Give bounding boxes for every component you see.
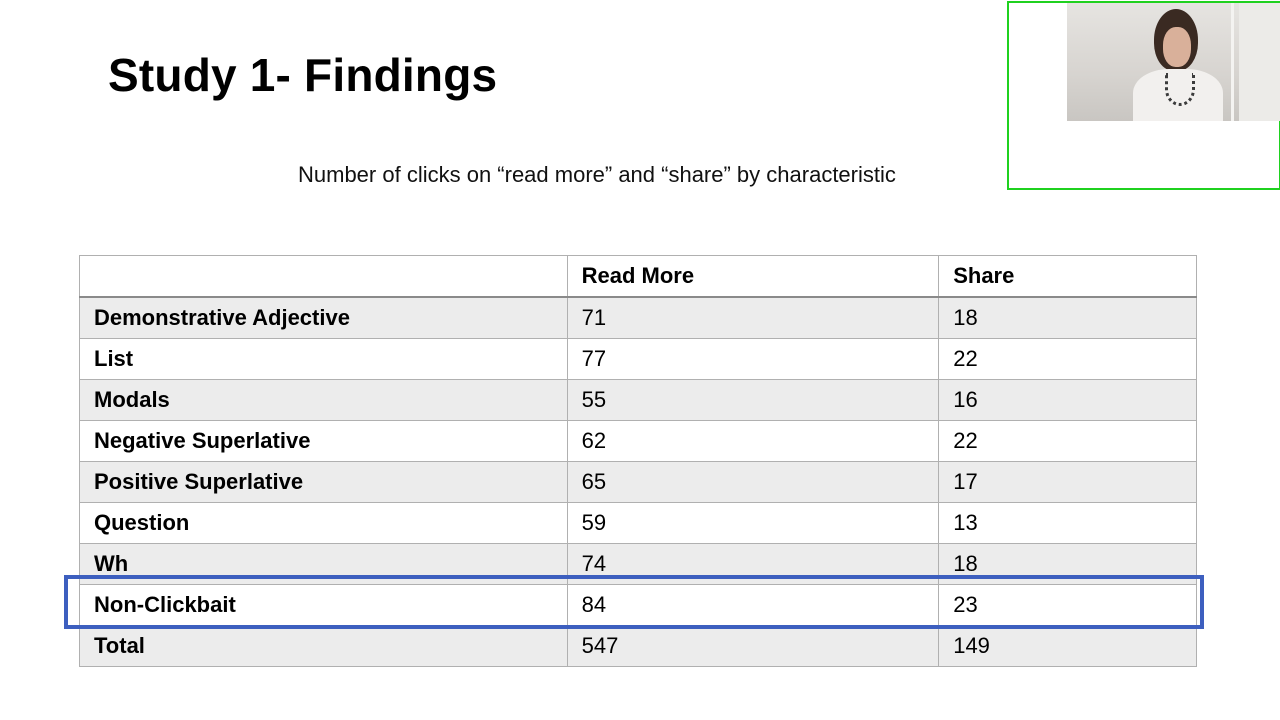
- table-caption: Number of clicks on “read more” and “sha…: [298, 162, 896, 187]
- share-value: 22: [938, 420, 1197, 462]
- table-row: Positive Superlative 65 17: [79, 461, 1197, 503]
- row-label: Demonstrative Adjective: [79, 296, 568, 339]
- read-more-value: 55: [566, 379, 940, 421]
- read-more-value: 62: [566, 420, 940, 462]
- row-label: Negative Superlative: [79, 420, 568, 462]
- share-value: 17: [938, 461, 1197, 503]
- table-row-highlighted: Non-Clickbait 84 23: [79, 584, 1197, 626]
- share-value: 18: [938, 543, 1197, 585]
- table-row-total: Total 547 149: [79, 625, 1197, 667]
- presenter-face: [1163, 27, 1191, 67]
- row-label: Non-Clickbait: [79, 584, 568, 626]
- presenter-video: [1067, 3, 1280, 121]
- row-label: Positive Superlative: [79, 461, 568, 503]
- row-label: Wh: [79, 543, 568, 585]
- video-background-wall: [1231, 3, 1234, 121]
- read-more-value: 84: [566, 584, 940, 626]
- read-more-value: 71: [566, 296, 940, 339]
- share-value: 16: [938, 379, 1197, 421]
- row-label: List: [79, 338, 568, 380]
- read-more-value: 77: [566, 338, 940, 380]
- read-more-value: 547: [566, 625, 940, 667]
- header-characteristic: [79, 255, 568, 298]
- read-more-value: 59: [566, 502, 940, 544]
- row-label: Modals: [79, 379, 568, 421]
- slide-title: Study 1- Findings: [108, 49, 498, 101]
- presenter-necklace: [1165, 73, 1195, 106]
- share-value: 13: [938, 502, 1197, 544]
- table-row: Modals 55 16: [79, 379, 1197, 421]
- read-more-value: 74: [566, 543, 940, 585]
- table-row: Question 59 13: [79, 502, 1197, 544]
- video-background-door: [1239, 3, 1280, 121]
- webcam-overlay: [1007, 1, 1280, 190]
- read-more-value: 65: [566, 461, 940, 503]
- header-share: Share: [938, 255, 1197, 298]
- share-value: 22: [938, 338, 1197, 380]
- table-row: Demonstrative Adjective 71 18: [79, 296, 1197, 339]
- header-read-more: Read More: [566, 255, 940, 298]
- share-value: 23: [938, 584, 1197, 626]
- findings-table: Read More Share Demonstrative Adjective …: [79, 255, 1197, 667]
- table-row: Wh 74 18: [79, 543, 1197, 585]
- table-header-row: Read More Share: [79, 255, 1197, 298]
- share-value: 18: [938, 296, 1197, 339]
- row-label: Total: [79, 625, 568, 667]
- table-row: Negative Superlative 62 22: [79, 420, 1197, 462]
- share-value: 149: [938, 625, 1197, 667]
- table-row: List 77 22: [79, 338, 1197, 380]
- row-label: Question: [79, 502, 568, 544]
